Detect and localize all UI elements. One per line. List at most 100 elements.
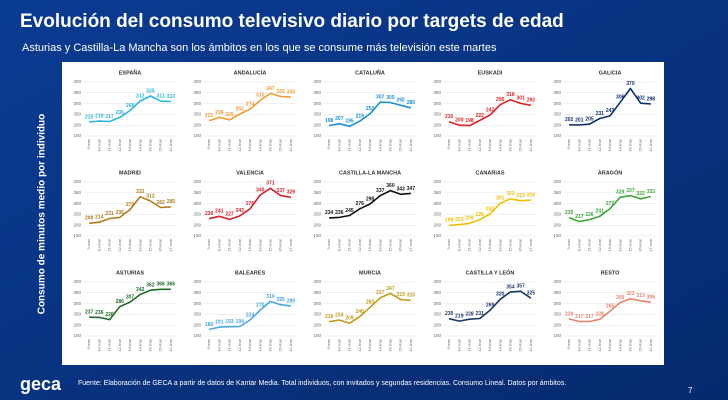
y-tick-label: 400	[313, 179, 321, 184]
data-label: 298	[647, 96, 656, 102]
data-label: 217	[585, 314, 594, 320]
x-tick-label: 11-mar	[587, 338, 592, 351]
x-tick-label: 13-mar	[487, 138, 492, 151]
x-tick-label: 9-mar	[206, 238, 211, 249]
x-tick-label: 14-mar	[497, 238, 502, 251]
data-label: 313	[516, 193, 525, 199]
data-label: 272	[126, 202, 135, 208]
charts: ESPAÑA 150 200 250 300 350 400 9-mar 10-mar 11-ma…	[73, 68, 656, 352]
x-tick-label: 11-mar	[467, 138, 472, 151]
y-tick-label: 200	[313, 322, 321, 327]
data-label: 217	[575, 214, 584, 220]
x-tick-label: 14-mar	[137, 138, 142, 151]
chart-title: MADRID	[119, 170, 141, 176]
y-tick-label: 350	[553, 290, 561, 295]
chart-title: RESTO	[601, 270, 621, 276]
y-tick-label: 350	[193, 290, 201, 295]
x-tick-label: 16-mar	[638, 138, 643, 151]
data-label: 302	[636, 95, 645, 101]
x-tick-label: 15-mar	[148, 338, 153, 351]
data-label: 252	[486, 206, 495, 212]
y-tick-label: 200	[433, 122, 441, 127]
line	[568, 194, 652, 223]
x-tick-label: 11-mar	[107, 338, 112, 351]
data-label: 347	[407, 186, 416, 192]
x-tick-label: 14-mar	[377, 138, 382, 151]
x-tick-label: 11-mar	[467, 238, 472, 251]
data-label: 230	[445, 311, 454, 317]
line	[328, 101, 412, 128]
data-label: 347	[266, 86, 275, 92]
y-tick-label: 150	[193, 233, 201, 238]
logo: geca	[20, 374, 62, 394]
data-label: 219	[356, 113, 365, 119]
data-label: 316	[527, 192, 536, 198]
x-tick-label: 9-mar	[326, 338, 331, 349]
chart-title: CASTILLA Y LEÓN	[466, 268, 515, 276]
y-tick-label: 150	[433, 133, 441, 138]
line	[208, 92, 291, 122]
y-tick-label: 200	[73, 222, 81, 227]
data-label: 180	[205, 322, 214, 328]
data-label: 230	[205, 211, 214, 217]
page-number: 7	[688, 386, 693, 395]
x-tick-label: 15-mar	[388, 238, 393, 251]
y-tick-label: 300	[193, 301, 201, 306]
data-label: 237	[85, 310, 94, 316]
data-label: 310	[167, 94, 176, 100]
x-tick-label: 9-mar	[206, 138, 211, 149]
y-tick-label: 150	[313, 233, 321, 238]
x-tick-label: 11-mar	[347, 338, 352, 351]
x-tick-label: 9-mar	[566, 238, 571, 249]
line	[329, 189, 411, 219]
x-tick-label: 15-mar	[388, 138, 393, 151]
data-label: 207	[335, 116, 344, 122]
data-label: 332	[136, 189, 145, 195]
y-tick-label: 350	[313, 290, 321, 295]
y-tick-label: 150	[433, 233, 441, 238]
y-tick-label: 400	[73, 179, 81, 184]
data-label: 276	[356, 201, 365, 207]
x-tick-label: 15-mar	[388, 338, 393, 351]
data-label: 313	[636, 293, 645, 299]
line	[568, 298, 652, 323]
data-label: 312	[136, 93, 145, 99]
data-label: 236	[335, 210, 344, 216]
y-tick-label: 300	[193, 201, 201, 206]
x-tick-label: 9-mar	[566, 338, 571, 349]
y-tick-label: 300	[73, 301, 81, 306]
x-tick-label: 10-mar	[576, 238, 581, 251]
data-label: 231	[596, 111, 605, 117]
x-tick-label: 17-mar	[168, 238, 173, 251]
y-tick-label: 200	[553, 222, 561, 227]
data-label: 227	[225, 212, 234, 218]
data-label: 322	[506, 191, 515, 197]
data-label: 307	[126, 294, 135, 300]
y-tick-label: 400	[553, 179, 561, 184]
x-tick-label: 10-mar	[96, 338, 101, 351]
data-label: 241	[215, 209, 224, 215]
y-tick-label: 200	[433, 322, 441, 327]
x-tick-label: 9-mar	[326, 238, 331, 249]
y-axis-label: Consumo de minutos medio por individuo	[37, 114, 48, 315]
data-label: 318	[506, 92, 515, 98]
data-label: 243	[606, 108, 615, 114]
x-tick-label: 16-mar	[518, 238, 523, 251]
x-tick-label: 11-mar	[347, 138, 352, 151]
y-tick-label: 200	[193, 322, 201, 327]
data-label: 366	[156, 282, 165, 288]
x-tick-label: 13-mar	[127, 238, 132, 251]
data-label: 285	[167, 199, 176, 205]
y-tick-label: 250	[553, 212, 561, 217]
data-label: 292	[396, 98, 405, 104]
data-label: 203	[455, 217, 464, 223]
chart-title: BALEARES	[235, 270, 266, 276]
x-tick-label: 11-mar	[227, 138, 232, 151]
x-tick-label: 12-mar	[597, 138, 602, 151]
y-tick-label: 250	[553, 112, 561, 117]
x-tick-label: 9-mar	[566, 138, 571, 149]
y-tick-label: 150	[553, 133, 561, 138]
data-label: 366	[167, 282, 176, 288]
y-tick-label: 400	[193, 79, 201, 84]
